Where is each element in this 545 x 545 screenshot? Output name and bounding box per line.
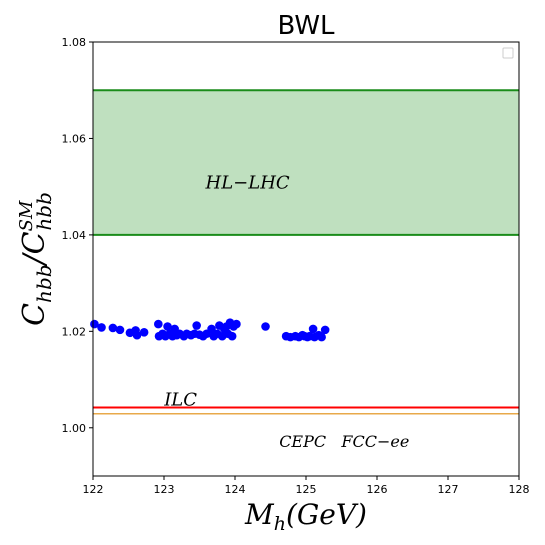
data-point xyxy=(317,332,326,342)
ilc-label: ILC xyxy=(163,390,197,411)
y-tick-label: 1.08 xyxy=(62,36,87,49)
data-point xyxy=(154,319,163,329)
hl-lhc-label: HL−LHC xyxy=(205,172,290,193)
data-point xyxy=(132,330,142,340)
y-axis-ticks: 1.00 1.02 1.04 1.06 1.08 xyxy=(62,36,93,435)
y-axis-label-main: C xyxy=(17,303,52,326)
x-tick-label: 122 xyxy=(83,483,104,496)
data-point xyxy=(192,321,201,330)
x-axis-ticks: 122 123 124 125 126 127 128 xyxy=(83,476,530,496)
x-tick-label: 126 xyxy=(367,483,388,496)
data-point xyxy=(139,327,149,337)
x-tick-label: 123 xyxy=(154,483,175,496)
data-point xyxy=(232,319,241,329)
scatter-series xyxy=(90,318,330,342)
x-tick-label: 128 xyxy=(509,483,530,496)
x-axis-label-main: M xyxy=(244,498,275,531)
data-point xyxy=(97,323,106,332)
data-point xyxy=(308,324,318,334)
data-point xyxy=(320,325,330,335)
y-tick-label: 1.04 xyxy=(62,229,87,242)
y-tick-label: 1.00 xyxy=(62,422,87,435)
data-point xyxy=(115,325,125,335)
y-axis-label-sup2: SM xyxy=(16,200,37,231)
y-axis-label: Chbb/CSMhbb xyxy=(16,192,56,326)
x-tick-label: 124 xyxy=(225,483,246,496)
y-axis-label-sub: hbb xyxy=(32,264,56,303)
data-point xyxy=(227,331,237,341)
x-tick-label: 127 xyxy=(438,483,459,496)
y-axis-label-slash: / xyxy=(17,251,52,267)
x-axis-label: Mh(GeV) xyxy=(244,498,367,535)
data-point xyxy=(207,324,216,334)
y-axis-label-main2: C xyxy=(17,231,52,254)
data-point xyxy=(90,319,99,329)
data-point xyxy=(108,323,118,333)
data-point xyxy=(261,322,270,331)
legend-box xyxy=(502,47,514,59)
x-tick-label: 125 xyxy=(296,483,317,496)
x-axis-label-sub: h xyxy=(274,513,286,535)
data-point xyxy=(163,322,172,331)
y-tick-label: 1.02 xyxy=(62,325,87,338)
hl-lhc-band xyxy=(93,90,519,235)
x-axis-label-rest: (GeV) xyxy=(286,498,367,531)
chart-title: BWL xyxy=(277,11,335,41)
y-axis-label-sub2: hbb xyxy=(32,192,56,231)
cepc-fcc-ee-label: CEPC FCC−ee xyxy=(279,432,409,451)
y-tick-label: 1.06 xyxy=(62,132,87,145)
